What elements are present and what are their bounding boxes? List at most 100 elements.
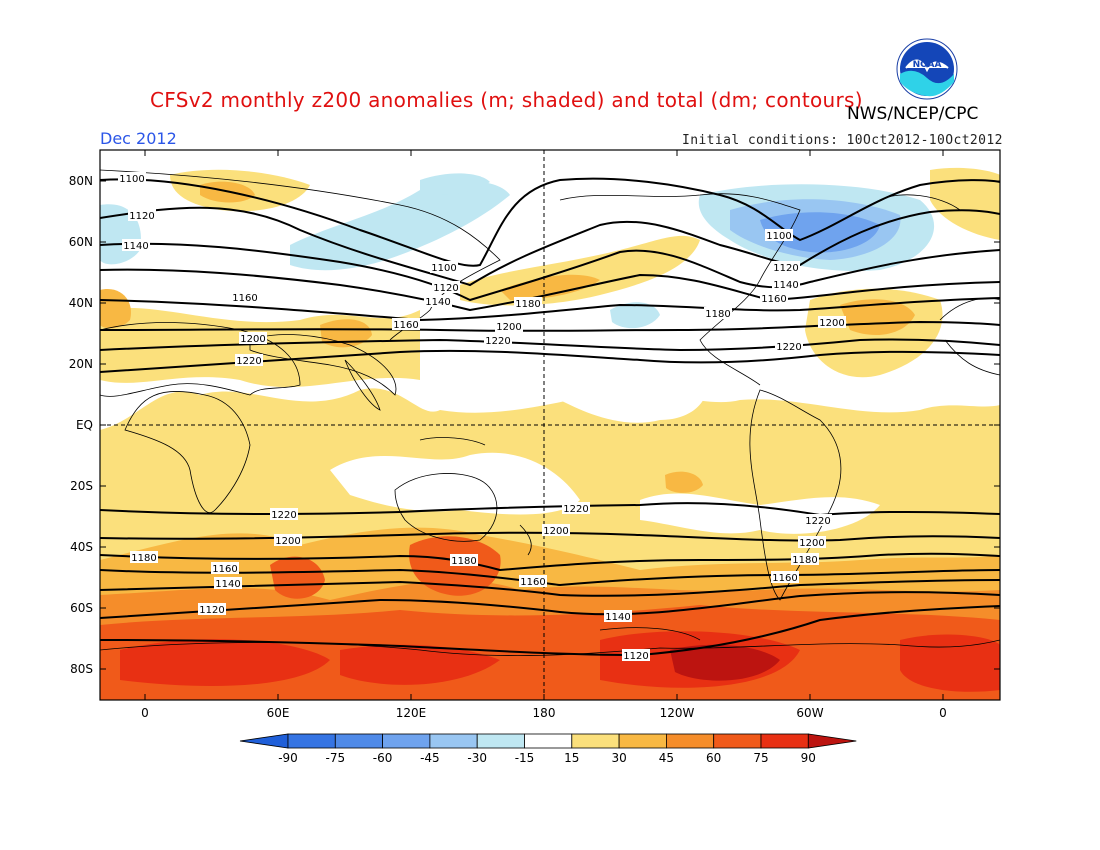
lon-label: 0: [939, 706, 947, 720]
colorbar-tick-label: 60: [706, 751, 721, 765]
colorbar-box: [760, 733, 809, 749]
colorbar-ticks: -90 -75 -60 -45 -30 -15 15 30 45 60 75 90: [278, 751, 816, 765]
svg-text:1100: 1100: [119, 174, 144, 185]
svg-text:1200: 1200: [819, 318, 844, 329]
contour-label: 1140: [122, 239, 150, 252]
svg-text:1160: 1160: [212, 564, 237, 575]
svg-text:1140: 1140: [215, 579, 240, 590]
contour-label: 1180: [704, 307, 732, 320]
svg-text:1200: 1200: [496, 322, 521, 333]
lat-label: 60N: [69, 235, 93, 249]
colorbar-box: [618, 733, 667, 749]
svg-text:1160: 1160: [520, 577, 545, 588]
svg-text:1220: 1220: [563, 504, 588, 515]
lat-label: 40S: [70, 540, 93, 554]
contour-label: 1180: [450, 554, 478, 567]
contour-label: 1100: [765, 229, 793, 242]
contour-label: 1160: [211, 562, 239, 575]
svg-text:1180: 1180: [705, 309, 730, 320]
lon-label: 60W: [796, 706, 823, 720]
colorbar-tick-label: -15: [515, 751, 535, 765]
map-title: CFSv2 monthly z200 anomalies (m; shaded)…: [150, 88, 863, 112]
svg-text:1180: 1180: [451, 556, 476, 567]
contour-label: 1140: [214, 577, 242, 590]
svg-text:1120: 1120: [129, 211, 154, 222]
contour-label: 1220: [270, 508, 298, 521]
svg-text:1120: 1120: [773, 263, 798, 274]
initial-conditions: Initial conditions: 10Oct2012-10Oct2012: [682, 133, 1003, 148]
colorbar-tick-label: 15: [564, 751, 579, 765]
forecast-month: Dec 2012: [100, 129, 177, 148]
svg-text:1200: 1200: [240, 334, 265, 345]
colorbar-box: [571, 733, 620, 749]
colorbar-tick-label: 30: [611, 751, 626, 765]
svg-text:1200: 1200: [799, 538, 824, 549]
colorbar-tick-label: -75: [325, 751, 345, 765]
svg-text:1140: 1140: [773, 280, 798, 291]
contour-label: 1160: [771, 571, 799, 584]
colorbar-tick-label: -45: [420, 751, 440, 765]
contour-label: 1200: [495, 320, 523, 333]
agency-label: NWS/NCEP/CPC: [847, 104, 979, 124]
colorbar-box: [524, 733, 573, 749]
lat-label: EQ: [76, 418, 93, 432]
svg-text:1200: 1200: [543, 526, 568, 537]
colorbar-tick-label: -60: [373, 751, 393, 765]
contour-label: 1220: [562, 502, 590, 515]
contour-label: 1160: [231, 291, 259, 304]
colorbar-tick-label: 90: [801, 751, 816, 765]
lon-label: 60E: [267, 706, 290, 720]
contour-label: 1120: [772, 261, 800, 274]
lon-label: 0: [141, 706, 149, 720]
contour-label: 1140: [424, 295, 452, 308]
contour-label: 1220: [484, 334, 512, 347]
svg-text:1220: 1220: [271, 510, 296, 521]
colorbar-box: [476, 733, 525, 749]
contour-label: 1220: [235, 354, 263, 367]
svg-text:1140: 1140: [605, 612, 630, 623]
contour-label: 1100: [118, 172, 146, 185]
contour-label: 1120: [432, 281, 460, 294]
contour-label: 1220: [775, 340, 803, 353]
svg-text:1160: 1160: [393, 320, 418, 331]
lat-label: 40N: [69, 296, 93, 310]
contour-label: 1100: [430, 261, 458, 274]
svg-text:1180: 1180: [515, 299, 540, 310]
contour-label: 1140: [772, 278, 800, 291]
lat-label: 20N: [69, 357, 93, 371]
svg-text:1220: 1220: [485, 336, 510, 347]
svg-text:1140: 1140: [123, 241, 148, 252]
colorbar-tick-label: 75: [753, 751, 768, 765]
svg-text:1160: 1160: [772, 573, 797, 584]
svg-text:1160: 1160: [761, 294, 786, 305]
colorbar-tick-label: -30: [467, 751, 487, 765]
svg-text:1220: 1220: [236, 356, 261, 367]
colorbar-arrow-right: [807, 733, 857, 749]
contour-label: 1120: [128, 209, 156, 222]
contour-label: 1160: [519, 575, 547, 588]
svg-text:1220: 1220: [776, 342, 801, 353]
contour-label: 1120: [622, 649, 650, 662]
lat-label: 80N: [69, 174, 93, 188]
colorbar-box: [666, 733, 715, 749]
lon-label: 180: [533, 706, 556, 720]
svg-text:1120: 1120: [199, 605, 224, 616]
colorbar-box: [429, 733, 478, 749]
colorbar-box: [334, 733, 383, 749]
contour-label: 1160: [760, 292, 788, 305]
lat-label: 60S: [70, 601, 93, 615]
colorbar-arrow-left: [239, 733, 289, 749]
svg-text:1100: 1100: [431, 263, 456, 274]
svg-text:1120: 1120: [623, 651, 648, 662]
contour-label: 1200: [798, 536, 826, 549]
svg-text:1220: 1220: [805, 516, 830, 527]
contour-label: 1160: [392, 318, 420, 331]
axis-ticks: [100, 150, 1000, 700]
svg-text:NOAA: NOAA: [913, 60, 942, 70]
noaa-logo-icon: NOAA: [896, 38, 958, 100]
contour-label: 1200: [239, 332, 267, 345]
lon-label: 120E: [396, 706, 427, 720]
colorbar-tick-label: 45: [659, 751, 674, 765]
